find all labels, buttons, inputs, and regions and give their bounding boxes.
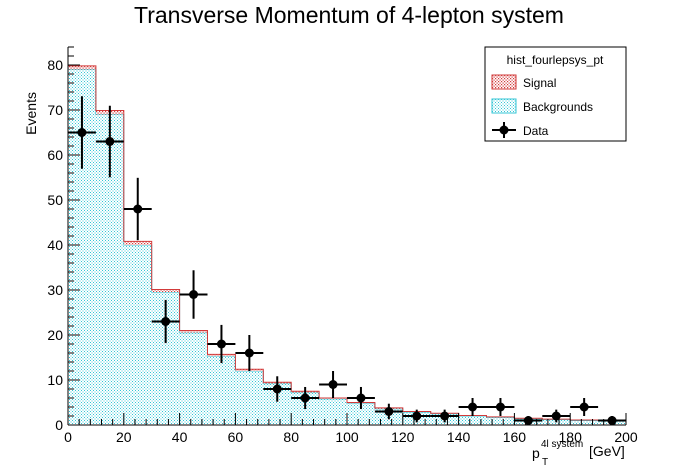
x-tick-label: 180 [559, 429, 583, 445]
data-marker [440, 411, 450, 421]
data-point [263, 376, 292, 402]
data-marker [328, 380, 338, 389]
axes [67, 46, 627, 426]
legend-signal-label: Signal [523, 76, 556, 90]
data-marker [495, 402, 505, 412]
data-marker [77, 128, 87, 137]
data-points [68, 96, 626, 425]
data-point [458, 398, 487, 416]
y-tick-label: 80 [47, 57, 63, 73]
tick-labels: 0 20 40 60 80 100 120 140 160 180 200 0 10 20 30 40 50 60… [47, 57, 637, 445]
data-marker [384, 407, 394, 416]
data-point [95, 105, 124, 178]
data-point [430, 409, 459, 423]
x-tick-label: 60 [228, 429, 244, 445]
background-bar [458, 416, 487, 425]
legend-box [484, 46, 627, 142]
background-bar [570, 420, 599, 425]
y-tick-label: 70 [47, 102, 63, 118]
data-point [598, 416, 626, 425]
data-point [486, 398, 515, 416]
data-marker [161, 317, 171, 326]
data-point [235, 335, 264, 371]
x-axis-title-unit: [GeV] [589, 443, 625, 459]
signal-bar [179, 330, 208, 333]
y-tick-label: 30 [47, 282, 63, 298]
legend-signal-swatch [491, 74, 517, 90]
legend: hist_fourlepsys_pt Signal Backgrounds Da… [484, 46, 627, 142]
data-marker [272, 384, 282, 394]
x-tick-label: 200 [614, 429, 638, 445]
x-axis-title-sup: 4l system [541, 439, 583, 450]
background-bar [319, 398, 347, 425]
x-axis-title-sub: T [542, 457, 548, 468]
chart-title: Transverse Momentum of 4-lepton system [134, 2, 564, 28]
data-marker [468, 402, 478, 412]
x-tick-label: 80 [283, 429, 299, 445]
background-bar [347, 403, 375, 425]
background-bar [123, 245, 152, 425]
x-axis-title-main: p [532, 445, 540, 461]
data-marker [356, 393, 366, 403]
x-tick-label: 100 [335, 429, 359, 445]
y-tick-label: 20 [47, 327, 63, 343]
data-marker [607, 416, 617, 425]
signal-bar [151, 289, 180, 293]
data-marker [189, 290, 199, 299]
legend-header: hist_fourlepsys_pt [507, 53, 604, 67]
x-tick-label: 160 [503, 429, 527, 445]
data-point [542, 409, 571, 423]
background-bar [486, 417, 515, 425]
y-tick-label: 50 [47, 192, 63, 208]
data-marker [133, 204, 143, 214]
y-tick-label: 10 [47, 372, 63, 388]
x-tick-label: 140 [447, 429, 471, 445]
signal-bar [123, 241, 152, 245]
data-marker [523, 416, 533, 425]
legend-backgrounds-swatch [491, 98, 517, 114]
data-point [179, 270, 208, 319]
data-point [570, 398, 599, 416]
legend-backgrounds-label: Backgrounds [523, 100, 593, 114]
x-tick-label: 20 [116, 429, 132, 445]
data-point [123, 177, 152, 241]
data-point [402, 409, 431, 423]
data-marker [300, 393, 310, 403]
legend-data-marker [492, 122, 516, 138]
signal-outline [67, 65, 627, 425]
x-tick-label: 40 [172, 429, 188, 445]
data-point [514, 416, 543, 425]
x-tick-label: 120 [391, 429, 415, 445]
signal-bar [68, 65, 96, 70]
data-marker [551, 411, 561, 421]
data-marker [216, 339, 226, 349]
x-tick-label: 0 [64, 429, 72, 445]
data-point [207, 324, 236, 364]
x-axis-title: p T 4l system [GeV] [532, 439, 625, 468]
data-point [151, 299, 180, 344]
background-bar [207, 356, 236, 425]
y-axis-title: Events [23, 92, 39, 135]
background-bar [235, 371, 264, 425]
data-marker [105, 137, 115, 146]
data-point [319, 371, 347, 398]
background-bar [179, 332, 208, 425]
data-marker [579, 402, 589, 412]
data-point [347, 386, 375, 410]
y-tick-label: 40 [47, 237, 63, 253]
data-point [291, 386, 320, 410]
y-tick-label: 60 [47, 147, 63, 163]
data-point [374, 403, 403, 420]
data-point [68, 96, 96, 169]
data-marker [412, 411, 422, 421]
legend-data-label: Data [523, 124, 549, 138]
data-marker [244, 348, 254, 358]
y-tick-label: 0 [55, 417, 63, 433]
